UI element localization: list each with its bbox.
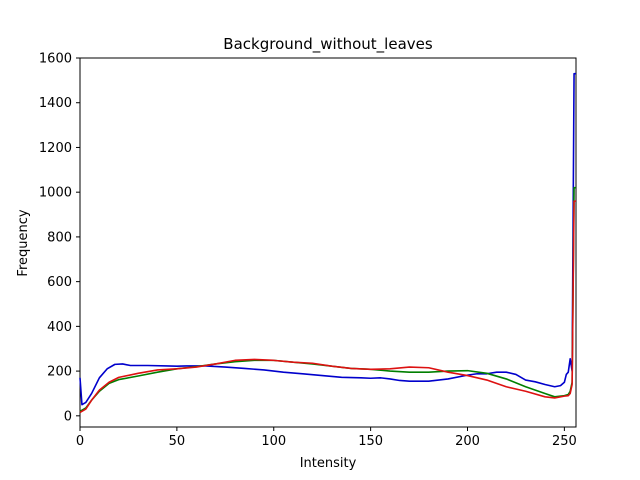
chart-title: Background_without_leaves xyxy=(223,35,433,54)
y-tick-label: 600 xyxy=(47,275,72,290)
y-tick-label: 1000 xyxy=(39,186,72,201)
y-tick-label: 1400 xyxy=(39,96,72,111)
series-layer xyxy=(79,72,576,414)
x-tick-label: 100 xyxy=(261,434,286,449)
x-tick-label: 200 xyxy=(455,434,480,449)
x-tick-label: 250 xyxy=(552,434,577,449)
x-tick-label: 150 xyxy=(358,434,383,449)
y-tick-label: 400 xyxy=(47,320,72,335)
series-line-0 xyxy=(79,72,576,406)
series-line-2 xyxy=(79,200,576,414)
y-tick-label: 1600 xyxy=(39,52,72,67)
x-axis: 0 50 100 150 200 250 xyxy=(76,427,577,449)
y-tick-label: 1200 xyxy=(39,141,72,156)
y-tick-label: 0 xyxy=(64,409,72,424)
x-tick-label: 0 xyxy=(76,434,84,449)
x-tick-label: 50 xyxy=(169,434,186,449)
y-axis-label: Frequency xyxy=(16,209,31,276)
y-tick-label: 800 xyxy=(47,230,72,245)
x-axis-label: Intensity xyxy=(300,456,357,471)
y-axis: 0 200 400 600 800 1000 1200 1400 1600 xyxy=(39,52,80,424)
y-tick-label: 200 xyxy=(47,365,72,380)
